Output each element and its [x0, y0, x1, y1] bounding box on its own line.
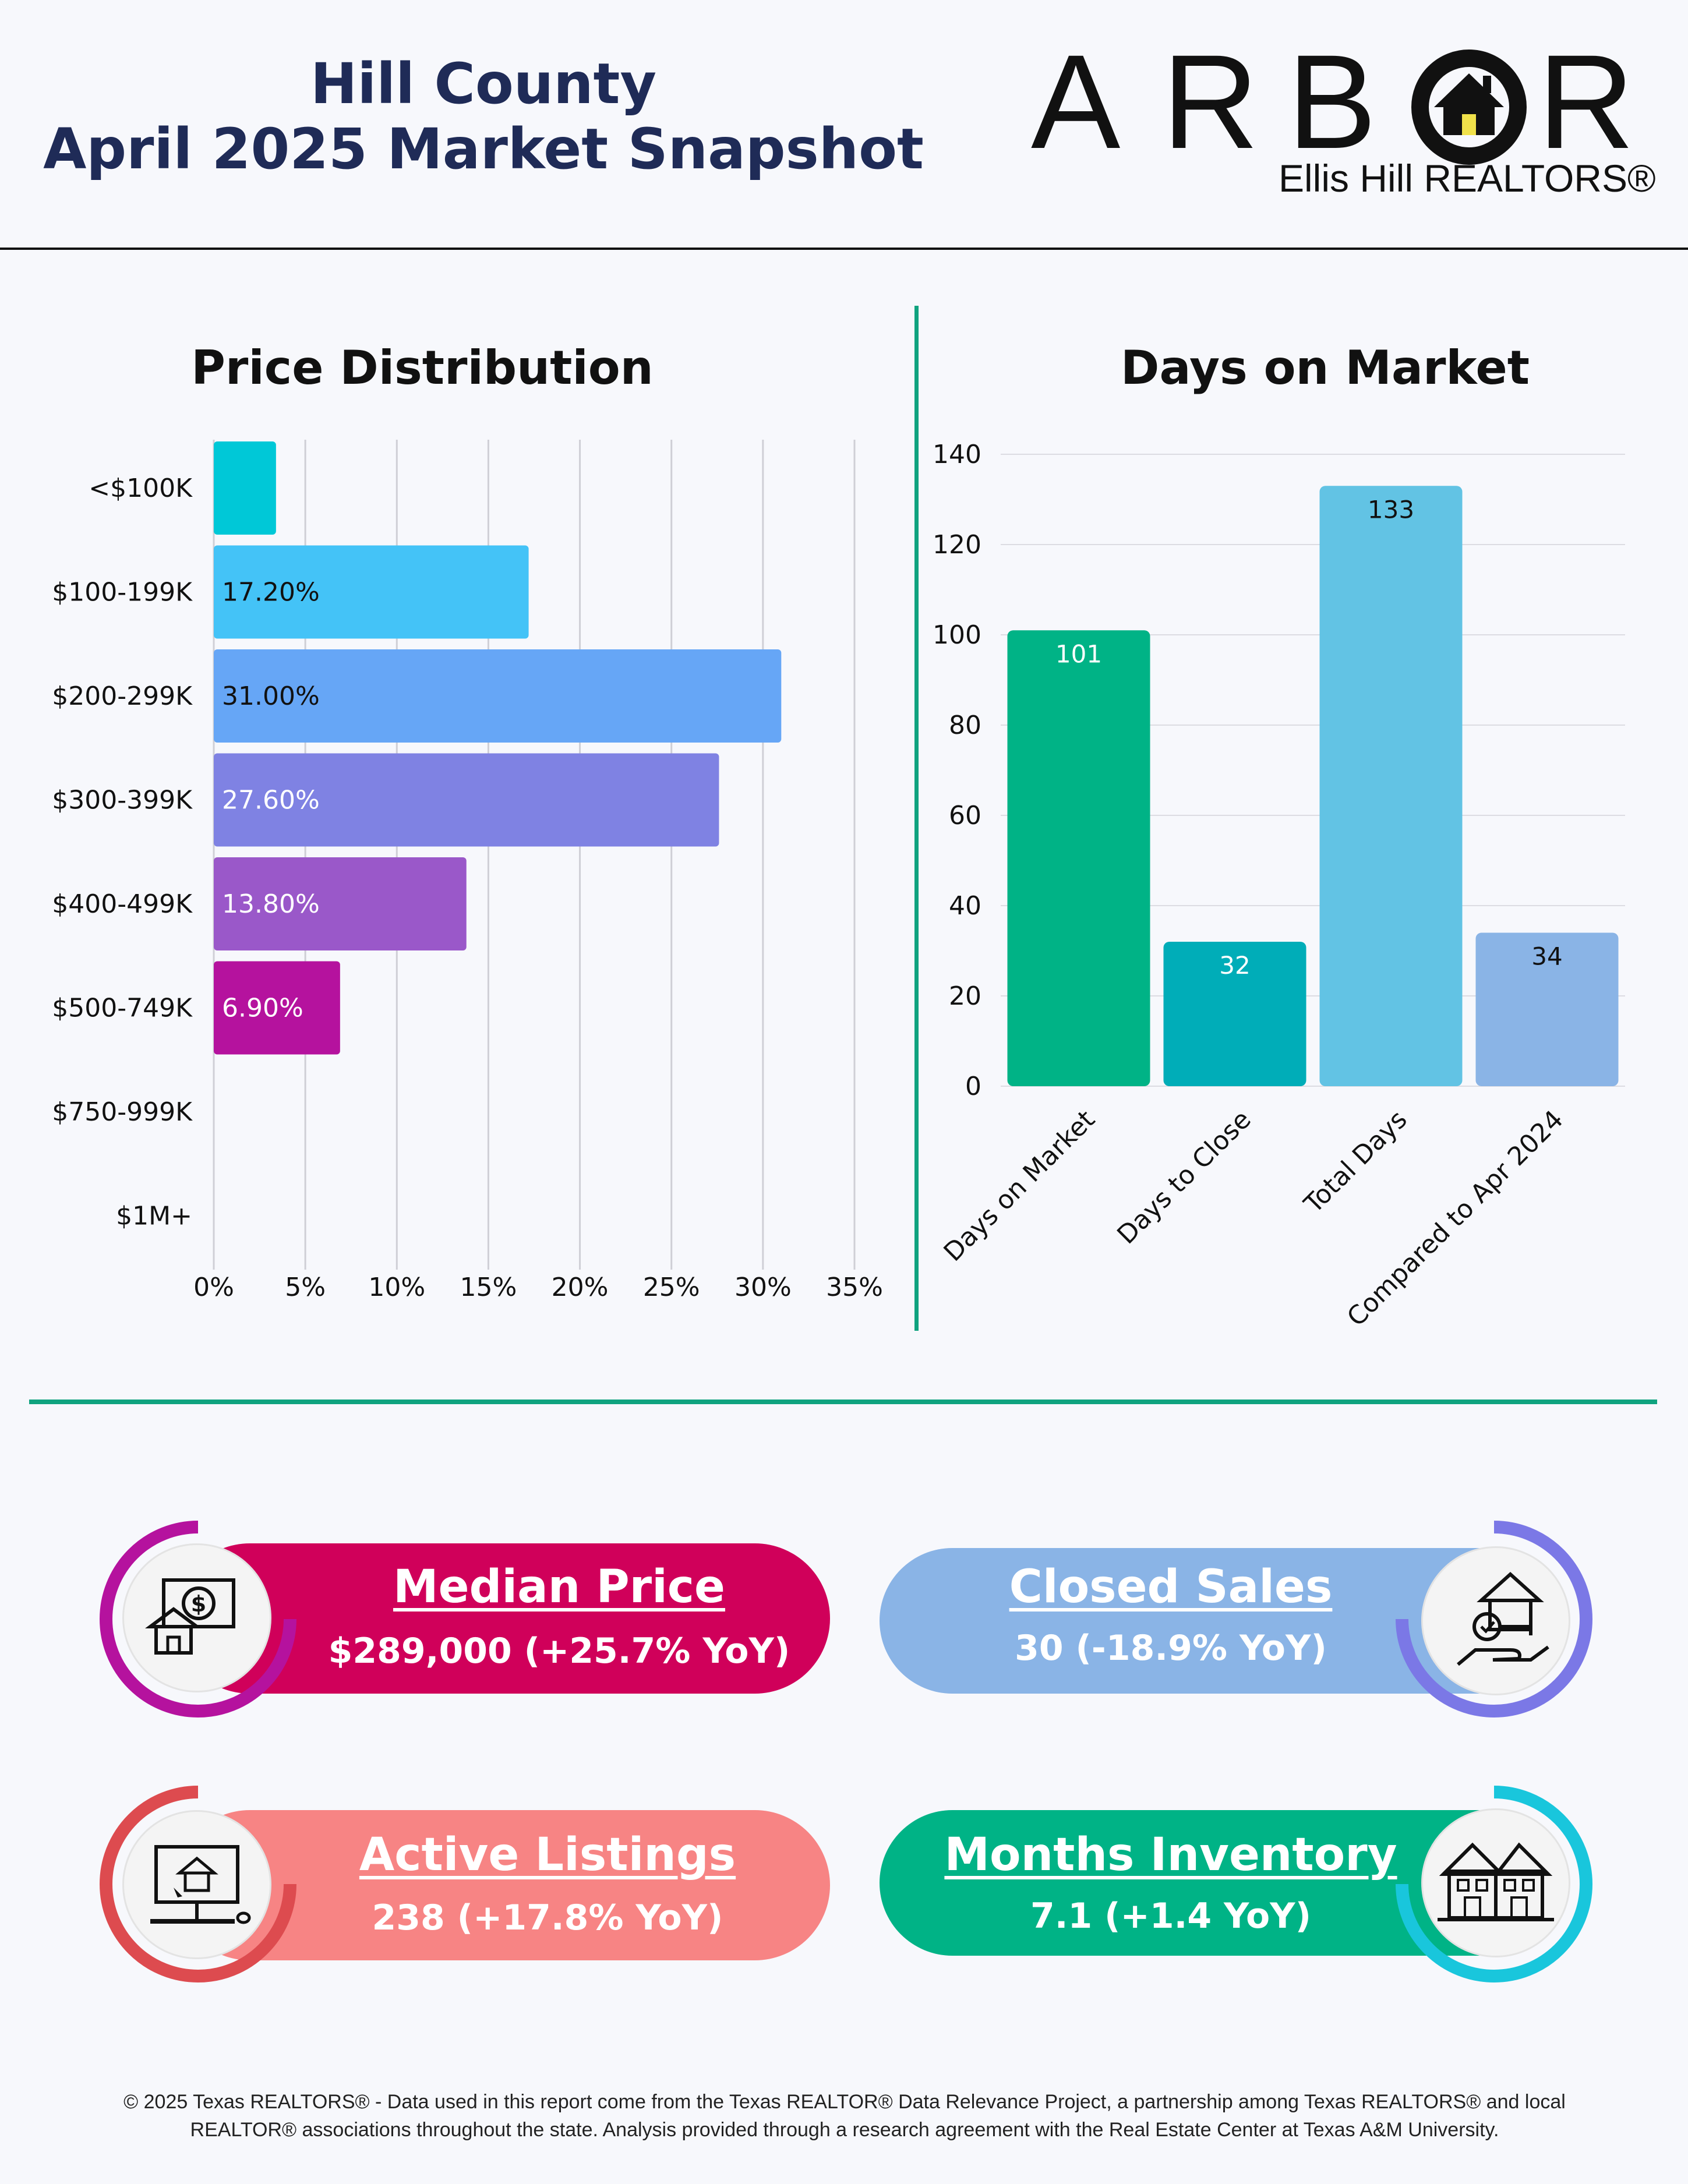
dom-ytick-label: 40: [949, 891, 981, 921]
pd-category-label: <$100K: [89, 473, 193, 503]
dom-category-label: Days to Close: [1111, 1105, 1256, 1250]
months-inventory-icon-circle: [1421, 1808, 1570, 1957]
computer-house-icon: [150, 1845, 251, 1924]
dom-category-label: Total Days: [1298, 1105, 1413, 1220]
dom-ytick-label: 80: [949, 711, 981, 740]
median-price-value: $289,000 (+25.7% YoY): [328, 1631, 790, 1671]
dom-ytick-label: 120: [933, 530, 981, 560]
logo-letter-r1: R: [1162, 27, 1259, 176]
dom-bar: [1475, 932, 1619, 1086]
pd-data-label: 13.80%: [222, 889, 320, 919]
months-inventory-title: Months Inventory: [944, 1829, 1397, 1881]
dom-ytick-label: 140: [933, 440, 981, 469]
page-title-county: Hill County: [310, 51, 657, 116]
dom-bar: [1007, 630, 1150, 1086]
closed-sales-icon-circle: [1421, 1546, 1570, 1695]
pd-xtick-label: 35%: [826, 1273, 883, 1302]
townhouses-icon: [1438, 1842, 1554, 1921]
dom-bar: [1163, 942, 1306, 1086]
dom-data-label: 34: [1531, 942, 1562, 971]
closed-sales-title: Closed Sales: [1009, 1561, 1333, 1613]
dom-data-label: 101: [1055, 639, 1102, 668]
logo-letter-a: A: [1031, 27, 1121, 176]
header-divider: [0, 248, 1688, 250]
median-price-icon-circle: $: [122, 1543, 271, 1692]
pd-category-label: $500-749K: [52, 994, 193, 1023]
dom-data-label: 133: [1368, 495, 1414, 524]
pd-bar: [214, 441, 276, 535]
pd-data-label: 17.20%: [222, 578, 320, 607]
pd-category-label: $100-199K: [52, 578, 193, 607]
months-inventory-ring: [1396, 1786, 1592, 1982]
months-inventory-value: 7.1 (+1.4 YoY): [1030, 1896, 1312, 1936]
dom-ytick-label: 100: [933, 620, 981, 650]
closed-sales-value: 30 (-18.9% YoY): [1015, 1628, 1327, 1669]
dom-ytick-label: 0: [965, 1072, 981, 1101]
pd-category-label: $200-299K: [52, 681, 193, 711]
logo-house-o-icon: [1411, 50, 1527, 165]
pd-xtick-label: 25%: [643, 1273, 700, 1302]
closed-sales-ring: [1396, 1521, 1592, 1717]
days-on-market-title: Days on Market: [1121, 341, 1530, 395]
logo-subtitle: Ellis Hill REALTORS®: [1279, 157, 1656, 200]
pd-category-label: $300-399K: [52, 786, 193, 815]
pd-bar: [214, 857, 467, 950]
footer-line-2: REALTOR® associations throughout the sta…: [190, 2119, 1499, 2141]
active-listings-value: 238 (+17.8% YoY): [372, 1897, 723, 1938]
page-title-snapshot: April 2025 Market Snapshot: [43, 116, 924, 182]
pd-category-label: $400-499K: [52, 889, 193, 919]
footer-line-1: © 2025 Texas REALTORS® - Data used in th…: [123, 2091, 1566, 2113]
days-on-market-chart: 0 20 40 60 80 100 120 140 101 Days on Market 32 Day…: [933, 440, 1625, 1333]
pd-xtick-label: 15%: [460, 1273, 517, 1302]
dom-ytick-label: 60: [949, 801, 981, 831]
pd-data-label: 31.00%: [222, 681, 320, 711]
money-house-icon: $: [145, 1578, 235, 1655]
active-listings-title: Active Listings: [359, 1829, 736, 1881]
active-listings-ring: [100, 1786, 296, 1982]
dom-bar: [1319, 486, 1463, 1086]
section-divider: [29, 1400, 1657, 1404]
svg-text:$: $: [191, 1591, 206, 1617]
pd-xtick-label: 0%: [193, 1273, 234, 1302]
dom-data-label: 32: [1219, 951, 1250, 980]
median-price-title: Median Price: [393, 1561, 725, 1613]
hand-key-house-icon: [1457, 1571, 1549, 1666]
pd-xtick-label: 20%: [552, 1273, 609, 1302]
pd-xtick-label: 30%: [734, 1273, 792, 1302]
median-price-pill: [175, 1543, 830, 1694]
arbor-logo: A R B R: [1031, 27, 1634, 176]
dom-category-label: Days on Market: [938, 1105, 1101, 1267]
active-listings-icon-circle: [122, 1810, 271, 1959]
logo-letter-b: B: [1287, 27, 1377, 176]
footer-disclaimer: © 2025 Texas REALTORS® - Data used in th…: [47, 2088, 1643, 2144]
dom-ytick-label: 20: [949, 981, 981, 1011]
pd-category-label: $1M+: [116, 1201, 192, 1231]
pd-xtick-label: 10%: [368, 1273, 425, 1302]
pd-bar: [214, 753, 719, 847]
price-distribution-chart: 0% 5% 10% 15% 20% 25% 30% 35% <$100K $100-199K 17.…: [52, 440, 883, 1302]
chart-divider: [914, 306, 919, 1331]
median-price-ring: [100, 1521, 296, 1717]
pd-data-label: 27.60%: [222, 786, 320, 815]
logo-letter-r2: R: [1538, 27, 1635, 176]
pd-xtick-label: 5%: [285, 1273, 326, 1302]
pd-bar: [214, 545, 529, 639]
pd-category-label: $750-999K: [52, 1097, 193, 1127]
pd-data-label: 6.90%: [222, 994, 303, 1023]
pd-bar: [214, 649, 782, 743]
price-distribution-title: Price Distribution: [191, 341, 654, 395]
pd-bar: [214, 961, 340, 1055]
